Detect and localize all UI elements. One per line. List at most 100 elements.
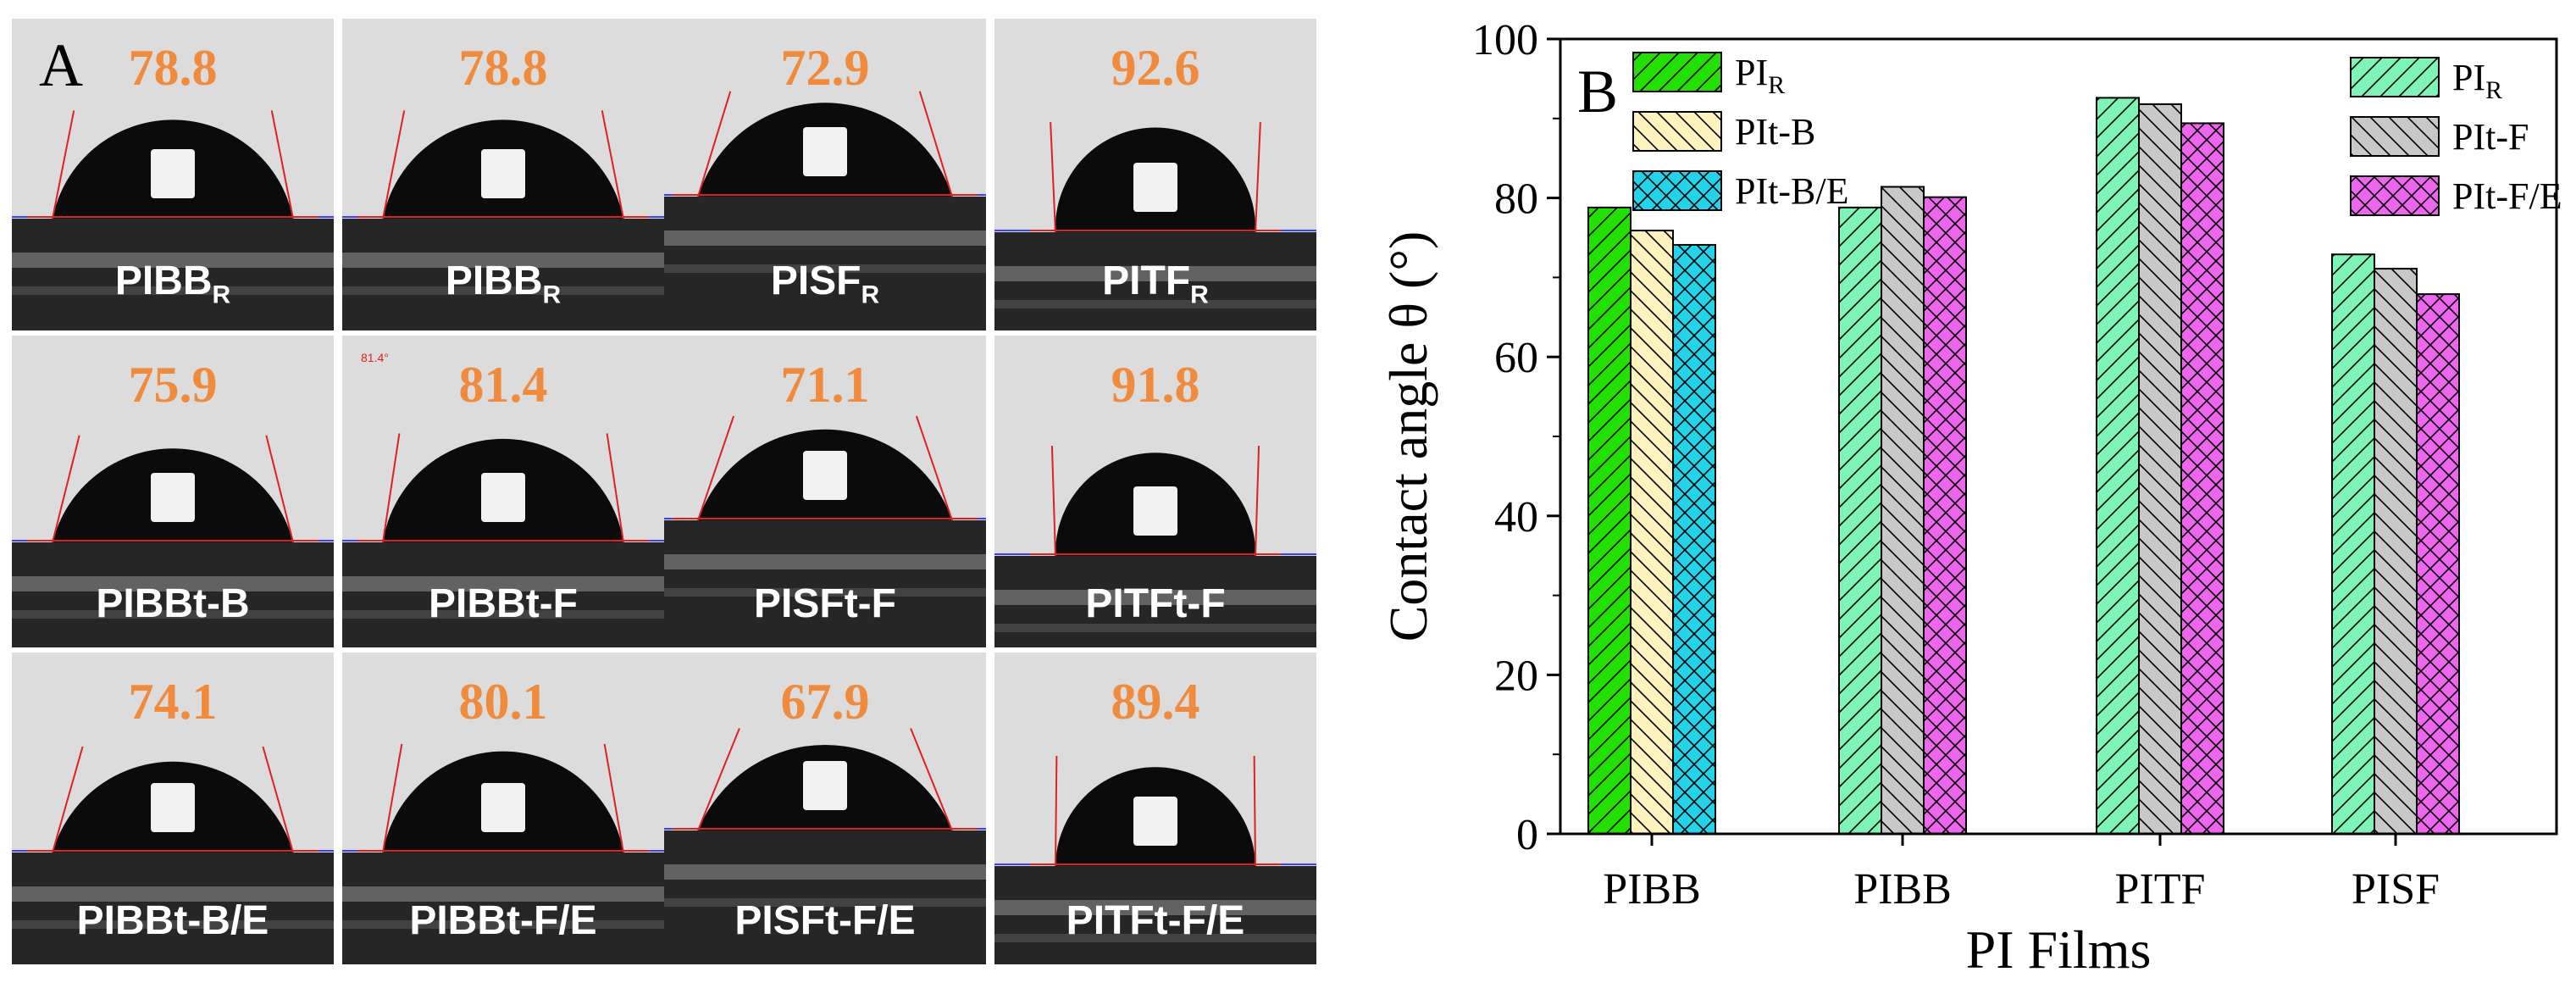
bar-pibb-1	[1630, 230, 1674, 836]
droplet-reflection	[1133, 163, 1177, 212]
bar-pitf-2	[2180, 122, 2224, 836]
droplet-image-cell: 91.8 PITFt-F	[994, 336, 1316, 647]
contact-angle-label: 81.4	[458, 357, 548, 413]
legend-label: PIt-B/E	[1735, 170, 1848, 212]
substrate-highlight	[664, 864, 986, 880]
substrate-highlight	[342, 576, 664, 591]
bar-pitf-0	[2096, 97, 2140, 836]
tangent-right	[918, 91, 953, 197]
droplet-photo	[664, 336, 986, 647]
substrate-stripe	[12, 610, 334, 619]
legend-label: PIR	[1735, 52, 1785, 99]
droplet-image-cell: 80.1 PIBBt-F/E	[342, 653, 664, 964]
tangent-right	[603, 743, 624, 853]
droplet-image-cell: 81.4° 81.4 PIBBt-F	[342, 336, 664, 647]
contact-angle-label: 78.8	[128, 40, 218, 96]
y-tick-label: 60	[1494, 334, 1538, 382]
film-name-label: PIBBt-F	[429, 581, 578, 626]
droplet-image-cell: 74.1 PIBBt-B/E	[12, 653, 334, 964]
bar-pisf-2	[2416, 293, 2460, 835]
film-name-label: PITFt-F	[1085, 581, 1226, 626]
droplet-photo	[342, 653, 664, 964]
legend-swatch	[2350, 57, 2440, 97]
droplet-photo	[664, 653, 986, 964]
droplet-reflection	[481, 473, 525, 522]
legend-label: PIt-B	[1735, 111, 1815, 153]
film-name-label: PIBBR	[114, 258, 231, 309]
substrate	[12, 852, 334, 964]
film-name-label: PIBBt-B	[96, 581, 250, 626]
substrate-stripe	[342, 286, 664, 295]
substrate-stripe	[994, 300, 1316, 308]
substrate-highlight	[994, 590, 1316, 605]
substrate-highlight	[12, 576, 334, 591]
tangent-left	[382, 110, 406, 219]
x-tick-label: PITF	[2115, 865, 2206, 914]
legend-swatch	[1632, 111, 1722, 152]
tangent-right	[270, 110, 294, 219]
tangent-left	[1050, 122, 1056, 233]
bar-pibb-0	[1587, 206, 1631, 835]
y-tick-label: 100	[1472, 16, 1538, 64]
bar-pibb-2	[1923, 196, 1967, 836]
tangent-left	[697, 728, 740, 831]
contact-angle-label: 75.9	[128, 357, 218, 413]
contact-angle-label: 91.8	[1111, 357, 1200, 413]
contact-angle-label: 67.9	[780, 674, 870, 730]
panel-letter-a: A	[39, 31, 83, 99]
substrate	[12, 219, 334, 330]
substrate-stripe	[342, 610, 664, 619]
substrate-highlight	[12, 886, 334, 902]
substrate	[342, 542, 664, 647]
film-name-label: PITFt-F/E	[1066, 898, 1245, 943]
droplet-reflection	[803, 761, 847, 810]
film-name-label: PIBBR	[445, 258, 562, 309]
tangent-right	[1255, 446, 1260, 557]
contact-angle-label: 80.1	[458, 674, 548, 730]
tangent-left	[1055, 755, 1058, 867]
droplet-image-cell: 72.9 PISFR	[664, 19, 986, 330]
droplet-photo	[12, 653, 334, 964]
legend-swatch	[2350, 116, 2440, 157]
substrate-stripe	[664, 264, 986, 273]
droplet-image-cell: 67.9 PISFt-F/E	[664, 653, 986, 964]
film-name-label: PISFR	[770, 258, 880, 309]
contact-angle-label: 71.1	[780, 357, 870, 413]
substrate-highlight	[994, 900, 1316, 915]
y-axis-label: Contact angle θ (°)	[1378, 231, 1438, 642]
y-tick-label: 40	[1494, 493, 1538, 541]
droplet-image-cell: 78.8 PIBBR	[12, 19, 334, 330]
tangent-left	[697, 415, 735, 521]
droplet-reflection	[151, 783, 195, 832]
substrate	[12, 542, 334, 647]
legend-swatch	[2350, 175, 2440, 216]
tangent-right	[606, 433, 624, 543]
substrate-highlight	[994, 266, 1316, 281]
panel-letter-b: B	[1577, 58, 1618, 125]
droplet-reflection	[803, 451, 847, 500]
bar-pibb-1	[1881, 186, 1925, 835]
bar-pisf-1	[2374, 268, 2418, 836]
tangent-left	[382, 433, 401, 543]
contact-angle-label: 74.1	[128, 674, 218, 730]
tangent-right	[265, 435, 294, 543]
droplet-image-cell: 78.8 PIBBR	[342, 19, 664, 330]
substrate-stripe	[664, 588, 986, 597]
substrate	[342, 219, 664, 330]
droplet-reflection	[481, 149, 525, 198]
droplet-photo	[994, 19, 1316, 330]
droplet-photo	[12, 19, 334, 330]
substrate-highlight	[12, 253, 334, 268]
droplet-photo	[12, 336, 334, 647]
droplet-photo	[994, 653, 1316, 964]
droplet-reflection	[151, 473, 195, 522]
droplet-photo	[342, 19, 664, 330]
droplet-reflection	[151, 149, 195, 198]
contact-angle-label: 92.6	[1111, 40, 1200, 96]
tangent-left	[52, 746, 84, 853]
droplet-reflection	[803, 127, 847, 176]
droplet-image-cell: 89.4 PITFt-F/E	[994, 653, 1316, 964]
substrate	[664, 830, 986, 964]
y-tick-label: 80	[1494, 175, 1538, 224]
droplet-photo	[664, 19, 986, 330]
